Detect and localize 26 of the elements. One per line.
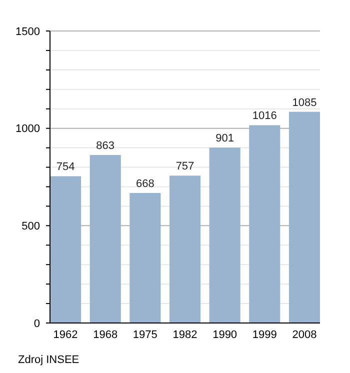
x-tick-label: 1968 [93,329,118,341]
bar [50,176,82,323]
data-label: 1085 [292,96,317,109]
y-tick-label: 0 [34,318,40,330]
x-tick-label: 1999 [252,329,277,341]
bar [169,176,201,323]
x-tick-label: 1975 [132,329,158,341]
x-tick-label: 2008 [292,329,317,341]
y-tick-label: 1000 [16,123,40,136]
data-label: 668 [136,178,154,190]
y-tick-label: 1500 [16,26,40,38]
bar [249,125,280,323]
x-tick-label: 1962 [53,329,78,341]
data-label: 757 [176,160,194,173]
bar [130,192,161,323]
bar [90,155,121,323]
data-label: 901 [216,132,234,145]
bar [209,148,240,323]
text: Zdroj INSEE [18,354,80,366]
data-label: 1016 [252,110,277,122]
y-tick-label: 500 [22,220,40,233]
data-label: 863 [96,140,115,152]
bar [288,112,320,323]
x-tick-label: 1982 [172,329,198,341]
x-tick-label: 1990 [212,329,238,341]
data-label: 754 [56,161,75,174]
